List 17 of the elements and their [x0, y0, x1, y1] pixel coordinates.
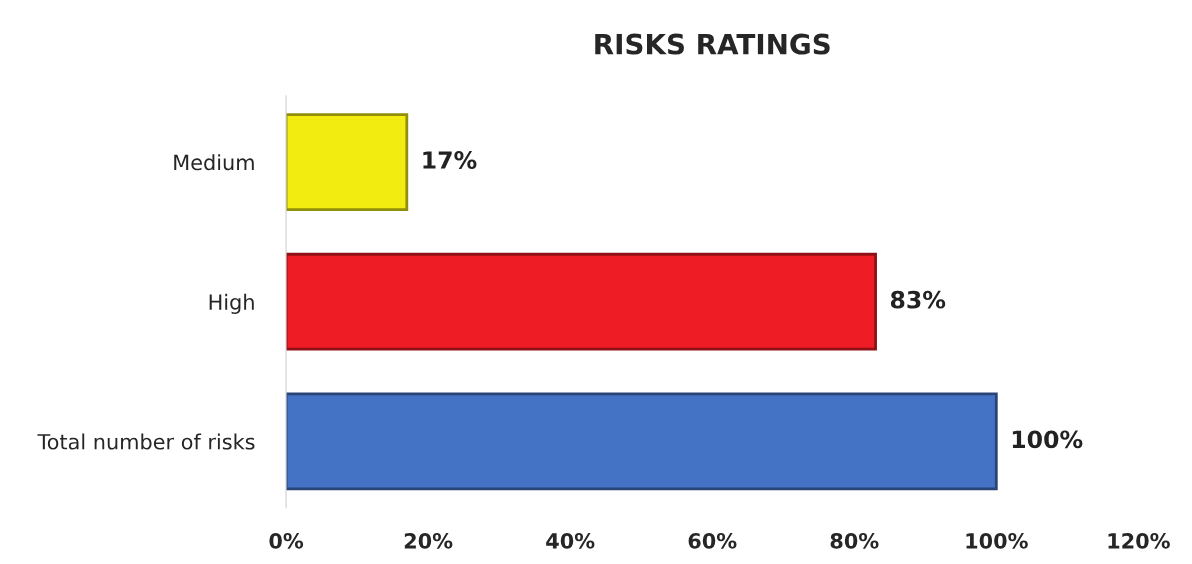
x-tick-label: 20% — [404, 532, 453, 549]
y-tick-label: Medium — [174, 154, 254, 171]
x-tick-label: 80% — [830, 532, 879, 549]
data-label: 83% — [890, 290, 946, 309]
bar — [286, 252, 877, 351]
x-tick-label: 120% — [1108, 532, 1170, 549]
x-tick-label: 100% — [966, 532, 1028, 549]
y-tick-label: High — [209, 293, 254, 314]
x-tick-label: 0% — [269, 532, 304, 549]
bar — [286, 392, 998, 491]
chart-title: RISKS RATINGS — [595, 33, 830, 55]
bar — [286, 113, 409, 211]
y-tick-label: Total number of risks — [37, 433, 255, 450]
x-tick-label: 40% — [546, 532, 595, 549]
x-tick-label: 60% — [688, 532, 737, 549]
data-label: 17% — [423, 151, 477, 169]
data-label: 100% — [1012, 430, 1083, 449]
